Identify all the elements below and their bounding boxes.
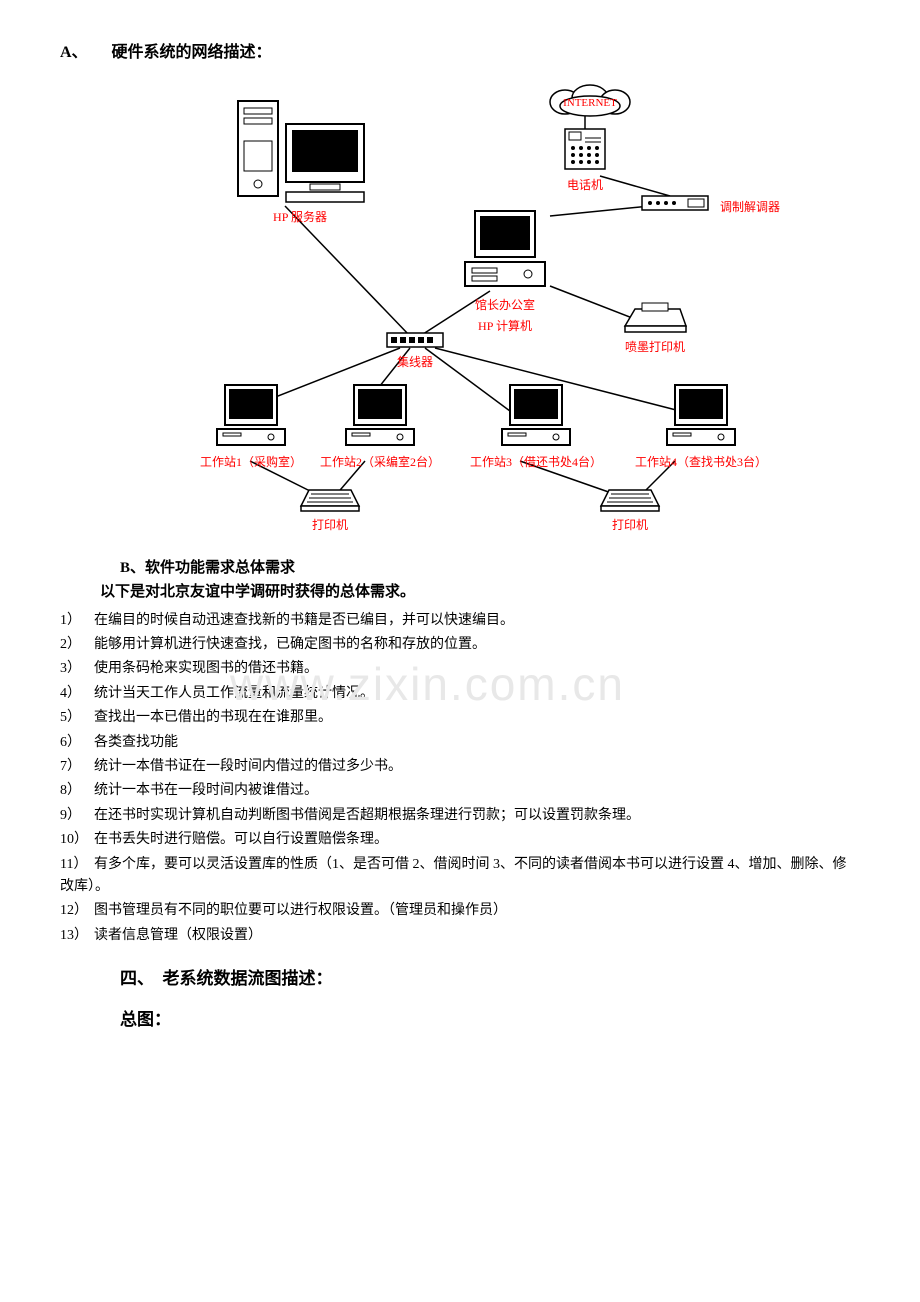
requirement-item: 4）统计当天工作人员工作流量和流量统计情况。 <box>60 683 860 705</box>
requirement-item: 5）查找出一本已借出的书现在在谁那里。 <box>60 707 860 729</box>
requirement-number: 5） <box>60 707 94 729</box>
requirement-text: 在编目的时候自动迅速查找新的书籍是否已编目，并可以快速编目。 <box>94 613 514 628</box>
ws2-label: 工作站2（采编室2台） <box>320 453 440 472</box>
workstation-icon <box>340 381 420 451</box>
printer-icon <box>295 484 365 514</box>
server-icon <box>230 96 370 206</box>
server-label: HP 服务器 <box>230 208 370 227</box>
requirement-number: 1） <box>60 610 94 632</box>
modem-node <box>640 194 710 212</box>
inkjet-node: 喷墨打印机 <box>620 301 690 357</box>
requirement-text: 读者信息管理（权限设置） <box>94 928 262 943</box>
director-pc-label-2: HP 计算机 <box>460 317 550 336</box>
printer-icon <box>595 484 665 514</box>
modem-icon <box>640 194 710 212</box>
requirement-number: 3） <box>60 658 94 680</box>
requirement-text: 图书管理员有不同的职位要可以进行权限设置。（管理员和操作员） <box>94 903 507 918</box>
requirement-number: 9） <box>60 805 94 827</box>
director-pc-node: 馆长办公室 HP 计算机 <box>460 206 550 336</box>
requirement-text: 有多个库，要可以灵活设置库的性质（1、是否可借 2、借阅时间 3、不同的读者借阅… <box>60 857 847 894</box>
section-b-title: B、软件功能需求总体需求 <box>120 556 860 580</box>
ws4-node: 工作站4（查找书处3台） <box>635 381 767 472</box>
printer-left-label: 打印机 <box>295 516 365 535</box>
requirement-item: 12）图书管理员有不同的职位要可以进行权限设置。（管理员和操作员） <box>60 900 860 922</box>
requirement-number: 13） <box>60 925 94 947</box>
workstation-icon <box>661 381 741 451</box>
hub-node: 集线器 <box>385 331 445 372</box>
requirement-item: 7）统计一本借书证在一段时间内借过的借过多少书。 <box>60 756 860 778</box>
ws3-node: 工作站3（借还书处4台） <box>470 381 602 472</box>
requirement-text: 使用条码枪来实现图书的借还书籍。 <box>94 661 318 676</box>
requirement-number: 11） <box>60 854 94 876</box>
phone-label: 电话机 <box>555 176 615 195</box>
section-4-sub: 总图： <box>120 1006 860 1033</box>
server-node: HP 服务器 <box>230 96 370 227</box>
requirement-number: 4） <box>60 683 94 705</box>
printer-right-node: 打印机 <box>595 484 665 535</box>
requirement-number: 6） <box>60 732 94 754</box>
ws1-node: 工作站1（采购室） <box>200 381 302 472</box>
hub-icon <box>385 331 445 351</box>
ws2-node: 工作站2（采编室2台） <box>320 381 440 472</box>
cloud-icon: INTERNET <box>540 84 640 118</box>
workstation-icon <box>496 381 576 451</box>
requirement-item: 8）统计一本书在一段时间内被谁借过。 <box>60 780 860 802</box>
modem-label: 调制解调器 <box>720 198 780 217</box>
printer-right-label: 打印机 <box>595 516 665 535</box>
network-diagram: INTERNET 电话机 调制解调器 <box>110 76 810 546</box>
requirement-item: 6）各类查找功能 <box>60 732 860 754</box>
section-b-intro: 以下是对北京友谊中学调研时获得的总体需求。 <box>100 580 860 604</box>
phone-node: 电话机 <box>555 124 615 195</box>
section-a-title: A、 硬件系统的网络描述： <box>60 40 860 66</box>
section-4-title: 四、 老系统数据流图描述： <box>120 965 860 992</box>
ws4-label: 工作站4（查找书处3台） <box>635 453 767 472</box>
requirements-list: 1）在编目的时候自动迅速查找新的书籍是否已编目，并可以快速编目。2）能够用计算机… <box>60 610 860 947</box>
requirement-text: 能够用计算机进行快速查找，已确定图书的名称和存放的位置。 <box>94 637 486 652</box>
requirement-item: 1）在编目的时候自动迅速查找新的书籍是否已编目，并可以快速编目。 <box>60 610 860 632</box>
requirement-text: 各类查找功能 <box>94 735 178 750</box>
requirement-number: 12） <box>60 900 94 922</box>
requirement-text: 统计当天工作人员工作流量和流量统计情况。 <box>94 686 374 701</box>
ws3-label: 工作站3（借还书处4台） <box>470 453 602 472</box>
requirement-item: 13）读者信息管理（权限设置） <box>60 925 860 947</box>
phone-icon <box>555 124 615 174</box>
director-pc-label-1: 馆长办公室 <box>460 296 550 315</box>
requirement-number: 7） <box>60 756 94 778</box>
requirement-text: 统计一本书在一段时间内被谁借过。 <box>94 783 318 798</box>
inkjet-printer-icon <box>620 301 690 336</box>
requirement-number: 10） <box>60 829 94 851</box>
requirement-text: 统计一本借书证在一段时间内借过的借过多少书。 <box>94 759 402 774</box>
requirement-text: 在还书时实现计算机自动判断图书借阅是否超期根据条理进行罚款；可以设置罚款条理。 <box>94 808 640 823</box>
requirement-number: 2） <box>60 634 94 656</box>
internet-node: INTERNET <box>540 84 640 118</box>
inkjet-label: 喷墨打印机 <box>620 338 690 357</box>
workstation-icon <box>211 381 291 451</box>
requirement-item: 10）在书丢失时进行赔偿。可以自行设置赔偿条理。 <box>60 829 860 851</box>
hub-label: 集线器 <box>385 353 445 372</box>
svg-text:INTERNET: INTERNET <box>563 97 617 109</box>
printer-left-node: 打印机 <box>295 484 365 535</box>
requirement-item: 9）在还书时实现计算机自动判断图书借阅是否超期根据条理进行罚款；可以设置罚款条理… <box>60 805 860 827</box>
requirement-text: 在书丢失时进行赔偿。可以自行设置赔偿条理。 <box>94 832 388 847</box>
requirement-text: 查找出一本已借出的书现在在谁那里。 <box>94 710 332 725</box>
requirement-item: 3）使用条码枪来实现图书的借还书籍。 <box>60 658 860 680</box>
requirement-item: 11）有多个库，要可以灵活设置库的性质（1、是否可借 2、借阅时间 3、不同的读… <box>60 854 860 899</box>
requirement-item: 2）能够用计算机进行快速查找，已确定图书的名称和存放的位置。 <box>60 634 860 656</box>
requirement-number: 8） <box>60 780 94 802</box>
pc-icon <box>460 206 550 294</box>
ws1-label: 工作站1（采购室） <box>200 453 302 472</box>
